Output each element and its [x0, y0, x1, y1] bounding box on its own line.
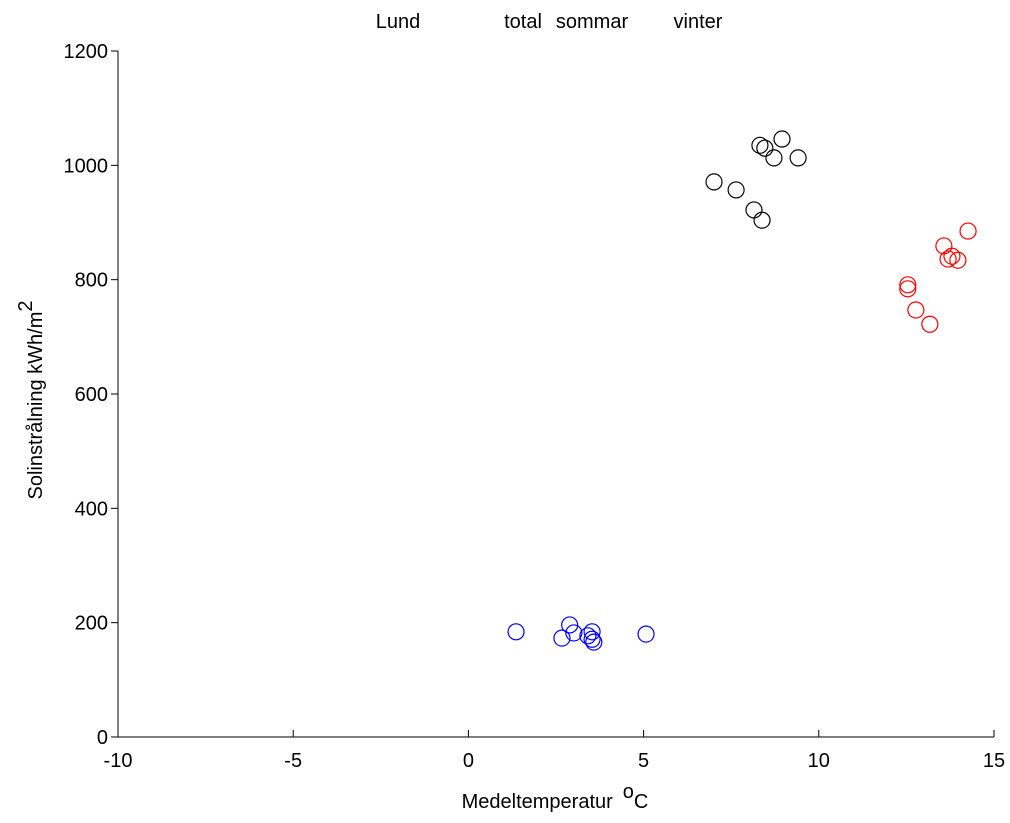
x-axis-label-unit: C [634, 791, 648, 813]
point [745, 201, 763, 219]
point [579, 627, 597, 645]
y-axis-label-text: Solinstrålning kWh/m [25, 312, 47, 500]
point [583, 630, 601, 648]
point [756, 139, 774, 157]
point [907, 301, 925, 319]
point [561, 616, 579, 634]
point [921, 315, 939, 333]
point [765, 149, 783, 167]
point [939, 250, 957, 268]
x-tick-label: 0 [463, 750, 474, 772]
series-name: vinter [674, 11, 723, 33]
point [943, 247, 961, 265]
y-tick-label: 600 [75, 384, 108, 406]
point [773, 130, 791, 148]
point [751, 136, 769, 154]
x-axis-label: Medeltemperatur oC [462, 781, 649, 813]
point [637, 625, 655, 643]
series-name: sommar [556, 11, 629, 33]
point [705, 173, 723, 191]
y-axis-label: Solinstrålning kWh/m2 [15, 301, 47, 500]
y-axis-label-sup: 2 [15, 301, 37, 312]
point [583, 623, 601, 641]
point [789, 149, 807, 167]
x-tick-label: -5 [284, 750, 302, 772]
point [553, 629, 571, 647]
point [507, 623, 525, 641]
x-tick-label: 10 [808, 750, 830, 772]
y-tick-label: 1200 [64, 41, 109, 63]
point [949, 251, 967, 269]
series-name: total [504, 11, 542, 33]
chart-title: Lund [376, 11, 421, 33]
x-tick-label: 5 [638, 750, 649, 772]
point [727, 181, 745, 199]
point [899, 280, 917, 298]
y-tick-label: 0 [97, 727, 108, 749]
x-tick-label: -10 [104, 750, 133, 772]
point [565, 624, 583, 642]
x-axis-label-sup: o [623, 781, 634, 803]
point [753, 211, 771, 229]
x-axis-label-text: Medeltemperatur [462, 791, 614, 813]
y-tick-label: 200 [75, 613, 108, 635]
x-tick-label: 15 [983, 750, 1005, 772]
y-tick-label: 400 [75, 498, 108, 520]
point [585, 633, 603, 651]
y-tick-label: 800 [75, 270, 108, 292]
point [959, 222, 977, 240]
y-tick-label: 1000 [64, 155, 109, 177]
point [899, 276, 917, 294]
